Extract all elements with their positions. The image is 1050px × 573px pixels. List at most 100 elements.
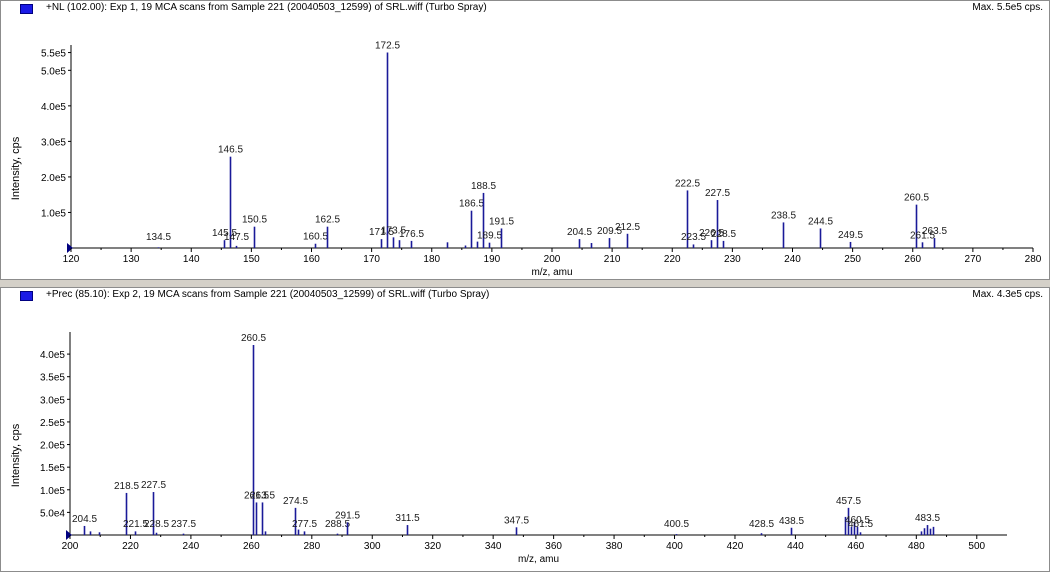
spectrum-panel-nl[interactable]: +NL (102.00): Exp 1, 19 MCA scans from S… [0, 0, 1050, 280]
x-tick-label: 380 [606, 541, 623, 552]
peak-label: 223.5 [681, 232, 706, 243]
y-tick-label: 4.0e5 [40, 350, 65, 361]
x-tick-label: 140 [183, 254, 200, 265]
x-tick-label: 220 [122, 541, 139, 552]
peak-label: 228.5 [711, 229, 736, 240]
y-axis-title: Intensity, cps [10, 136, 22, 200]
y-tick-label: 3.0e5 [40, 395, 65, 406]
x-tick-label: 190 [484, 254, 501, 265]
peak-label: 172.5 [375, 41, 400, 52]
y-tick-label: 1.0e5 [40, 486, 65, 497]
y-tick-label: 1.5e5 [40, 463, 65, 474]
peak-label: 150.5 [242, 215, 267, 226]
peak-label: 400.5 [664, 519, 689, 530]
peak-label: 146.5 [218, 145, 243, 156]
x-tick-label: 160 [303, 254, 320, 265]
peak-label: 260.5 [241, 333, 266, 344]
peak-label: 263.5 [922, 226, 947, 237]
y-tick-label: 5.5e5 [41, 49, 66, 60]
baseline-marker-icon [66, 530, 72, 540]
peak-label: 274.5 [283, 496, 308, 507]
x-tick-label: 280 [303, 541, 320, 552]
peak-label: 176.5 [399, 229, 424, 240]
peak-label: 204.5 [72, 514, 97, 525]
nl-spectrum-chart[interactable]: 120 130 140 150 160 170 180 190 200 210 220 230 240 2… [1, 1, 1049, 279]
peak-label: 261.5 [244, 490, 269, 501]
y-axis-title: Intensity, cps [10, 423, 22, 487]
peak-label: 189.5 [477, 231, 502, 242]
x-tick-label: 240 [784, 254, 801, 265]
x-tick-label: 420 [727, 541, 744, 552]
peak-label: 212.5 [615, 222, 640, 233]
x-tick-label: 200 [544, 254, 561, 265]
x-tick-label: 280 [1025, 254, 1042, 265]
peak-label: 237.5 [171, 519, 196, 530]
x-tick-label: 460 [848, 541, 865, 552]
peak-label: 221.5 [123, 519, 148, 530]
peak-label: 461.5 [848, 519, 873, 530]
peak-label: 162.5 [315, 215, 340, 226]
x-tick-label: 120 [63, 254, 80, 265]
x-tick-label: 250 [844, 254, 861, 265]
y-tick-label: 2.0e5 [40, 441, 65, 452]
peak-label: 249.5 [838, 230, 863, 241]
peak-label: 204.5 [567, 227, 592, 238]
peak-label: 277.5 [292, 519, 317, 530]
peak-label: 227.5 [141, 480, 166, 491]
peak-label: 260.5 [904, 193, 929, 204]
peak-label: 160.5 [303, 232, 328, 243]
peak-label: 238.5 [771, 210, 796, 221]
x-tick-label: 270 [965, 254, 982, 265]
panel-title: +Prec (85.10): Exp 2, 19 MCA scans from … [46, 289, 490, 300]
peak-label: 171.5 [369, 227, 394, 238]
x-tick-label: 320 [424, 541, 441, 552]
y-tick-label: 5.0e5 [41, 66, 66, 77]
peak-label: 460.5 [845, 515, 870, 526]
peak-label: 147.5 [224, 232, 249, 243]
x-tick-label: 300 [364, 541, 381, 552]
panel-color-marker-icon [20, 291, 33, 301]
peak-label: 227.5 [705, 188, 730, 199]
max-intensity-label: Max. 4.3e5 cps. [972, 289, 1043, 300]
spectrum-panel-prec[interactable]: +Prec (85.10): Exp 2, 19 MCA scans from … [0, 287, 1050, 572]
x-tick-label: 180 [423, 254, 440, 265]
x-tick-label: 170 [363, 254, 380, 265]
max-intensity-label: Max. 5.5e5 cps. [972, 2, 1043, 13]
peak-label: 457.5 [836, 496, 861, 507]
x-tick-label: 130 [123, 254, 140, 265]
panel-color-marker-icon [20, 4, 33, 14]
x-tick-label: 400 [666, 541, 683, 552]
y-tick-label: 1.0e5 [41, 208, 66, 219]
x-axis-title: m/z, amu [531, 267, 572, 278]
x-tick-label: 340 [485, 541, 502, 552]
x-tick-label: 220 [664, 254, 681, 265]
peak-label: 191.5 [489, 216, 514, 227]
panel-title: +NL (102.00): Exp 1, 19 MCA scans from S… [46, 2, 487, 13]
peak-label: 188.5 [471, 181, 496, 192]
y-tick-label: 4.0e5 [41, 102, 66, 113]
prec-spectrum-chart[interactable]: 200 220 240 260 280 300 320 340 360 380 400 420 440 4… [1, 288, 1049, 571]
panel-divider [0, 280, 1050, 287]
peak-label: 145.5 [212, 228, 237, 239]
peak-label: 483.5 [915, 513, 940, 524]
x-tick-label: 200 [62, 541, 79, 552]
y-tick-label: 5.0e4 [40, 508, 65, 519]
x-tick-label: 230 [724, 254, 741, 265]
peak-label: 226.5 [699, 228, 724, 239]
peak-label: 134.5 [146, 232, 171, 243]
peak-label: 288.5 [325, 519, 350, 530]
peak-label: 438.5 [779, 516, 804, 527]
peak-label: 261.5 [910, 230, 935, 241]
x-tick-label: 440 [787, 541, 804, 552]
peak-label: 263.5 [250, 490, 275, 501]
x-tick-label: 360 [545, 541, 562, 552]
peak-label: 228.5 [144, 519, 169, 530]
peak-label: 347.5 [504, 515, 529, 526]
x-tick-label: 480 [908, 541, 925, 552]
peak-label: 222.5 [675, 178, 700, 189]
peak-label: 209.5 [597, 226, 622, 237]
x-tick-label: 210 [604, 254, 621, 265]
x-tick-label: 240 [183, 541, 200, 552]
x-tick-label: 150 [243, 254, 260, 265]
peak-label: 311.5 [395, 513, 420, 524]
